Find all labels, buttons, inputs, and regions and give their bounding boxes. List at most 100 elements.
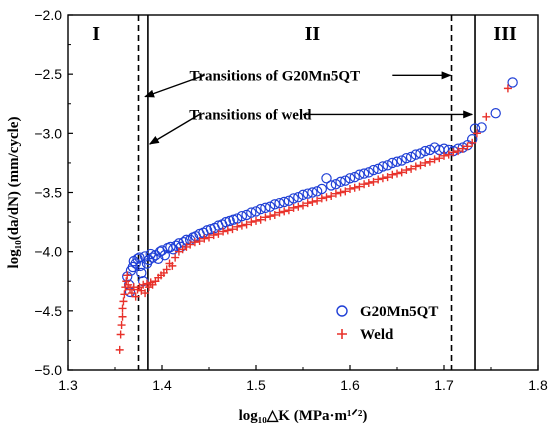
data-point-circle bbox=[340, 175, 351, 186]
y-tick-label: −2.0 bbox=[34, 7, 62, 23]
data-point-plus bbox=[327, 192, 336, 201]
data-point-circle bbox=[321, 173, 332, 184]
data-point-plus bbox=[503, 84, 512, 93]
data-point-plus bbox=[440, 151, 448, 160]
data-point-circle bbox=[363, 167, 374, 178]
data-point-plus bbox=[331, 189, 340, 198]
y-tick-label: −4.0 bbox=[34, 244, 62, 260]
data-point-plus bbox=[397, 168, 406, 177]
x-axis-title: log₁₀△K (MPa·m¹ᐟ²) bbox=[239, 408, 368, 424]
series-g20mn5qt bbox=[122, 77, 518, 298]
data-series bbox=[115, 77, 518, 354]
data-point-plus bbox=[141, 289, 150, 298]
data-point-plus bbox=[355, 182, 364, 191]
data-point-circle bbox=[168, 244, 179, 255]
data-point-plus bbox=[139, 280, 148, 289]
data-point-plus bbox=[463, 142, 472, 151]
region-label: III bbox=[493, 23, 517, 45]
data-point-plus bbox=[214, 229, 223, 238]
data-point-plus bbox=[454, 147, 463, 156]
data-point-plus bbox=[116, 330, 125, 339]
legend: G20Mn5QT Weld bbox=[336, 304, 438, 343]
data-point-plus bbox=[407, 164, 416, 173]
data-point-circle bbox=[335, 176, 346, 188]
data-point-plus bbox=[411, 162, 420, 171]
x-tick-label: 1.7 bbox=[434, 377, 454, 393]
data-point-plus bbox=[168, 261, 177, 270]
data-point-plus bbox=[233, 222, 242, 231]
data-point-circle bbox=[264, 201, 276, 212]
data-point-plus bbox=[142, 279, 151, 288]
series-weld bbox=[115, 84, 512, 354]
data-point-circle bbox=[279, 196, 290, 208]
data-point-plus bbox=[124, 280, 133, 289]
data-point-plus bbox=[425, 157, 434, 166]
data-point-circle bbox=[507, 77, 518, 88]
data-point-circle bbox=[250, 206, 262, 217]
data-point-plus bbox=[247, 218, 256, 227]
data-point-plus bbox=[430, 155, 439, 164]
data-point-plus bbox=[472, 129, 481, 138]
data-point-plus bbox=[223, 226, 232, 235]
x-tick-label: 1.6 bbox=[340, 377, 360, 393]
data-point-circle bbox=[127, 261, 139, 273]
data-point-plus bbox=[383, 173, 392, 182]
ticks: 1.3 1.4 1.5 1.6 1.7 1.8 −5.0 −4.5 −4.0 −3.5 −3.0 −2… bbox=[34, 7, 548, 393]
data-point-circle bbox=[132, 253, 143, 264]
data-point-plus bbox=[261, 213, 270, 222]
legend-marker-circle bbox=[336, 305, 348, 317]
data-point-plus bbox=[123, 271, 132, 280]
data-point-circle bbox=[405, 151, 417, 163]
data-point-plus bbox=[482, 112, 491, 121]
legend-marker-plus bbox=[337, 329, 347, 339]
annotation-arrow bbox=[148, 113, 200, 145]
data-point-plus bbox=[252, 216, 260, 225]
data-point-plus bbox=[115, 345, 124, 354]
region-label: II bbox=[305, 23, 321, 45]
data-point-circle bbox=[344, 173, 356, 184]
x-tick-label: 1.5 bbox=[246, 377, 266, 393]
data-point-plus bbox=[449, 148, 458, 157]
data-point-circle bbox=[349, 171, 360, 183]
data-point-plus bbox=[122, 277, 131, 286]
data-point-circle bbox=[307, 187, 318, 198]
data-point-plus bbox=[219, 227, 228, 236]
data-point-circle bbox=[255, 203, 266, 215]
data-point-circle bbox=[415, 148, 426, 159]
data-point-plus bbox=[127, 289, 136, 298]
data-point-circle bbox=[396, 155, 407, 166]
x-tick-label: 1.4 bbox=[152, 377, 172, 393]
data-point-circle bbox=[377, 161, 389, 172]
data-point-circle bbox=[274, 197, 285, 209]
data-point-circle bbox=[382, 160, 393, 171]
data-point-circle bbox=[476, 122, 487, 133]
data-point-circle bbox=[288, 193, 299, 204]
annotations: Transitions of G20Mn5QT Transitions of we… bbox=[144, 68, 474, 145]
x-tick-label: 1.3 bbox=[58, 377, 78, 393]
data-point-circle bbox=[139, 251, 151, 262]
y-axis-title: log₁₀(da/dN) (mm/cycle) bbox=[6, 117, 22, 269]
data-point-plus bbox=[336, 188, 345, 197]
data-point-plus bbox=[313, 196, 322, 205]
data-point-circle bbox=[391, 156, 403, 167]
data-point-plus bbox=[266, 212, 275, 221]
data-point-plus bbox=[195, 237, 204, 246]
data-point-plus bbox=[299, 201, 307, 210]
data-point-plus bbox=[119, 297, 128, 306]
data-point-plus bbox=[190, 238, 199, 247]
data-point-plus bbox=[205, 233, 213, 242]
data-point-plus bbox=[369, 177, 378, 186]
data-point-circle bbox=[236, 210, 248, 222]
data-point-circle bbox=[368, 164, 379, 176]
data-point-circle bbox=[387, 157, 398, 169]
data-point-circle bbox=[134, 252, 145, 263]
data-point-plus bbox=[388, 170, 397, 179]
data-point-plus bbox=[317, 194, 326, 203]
data-point-plus bbox=[378, 174, 387, 183]
data-point-plus bbox=[341, 187, 350, 196]
data-point-circle bbox=[326, 180, 337, 191]
data-point-plus bbox=[308, 197, 317, 206]
legend-label: Weld bbox=[360, 327, 394, 343]
